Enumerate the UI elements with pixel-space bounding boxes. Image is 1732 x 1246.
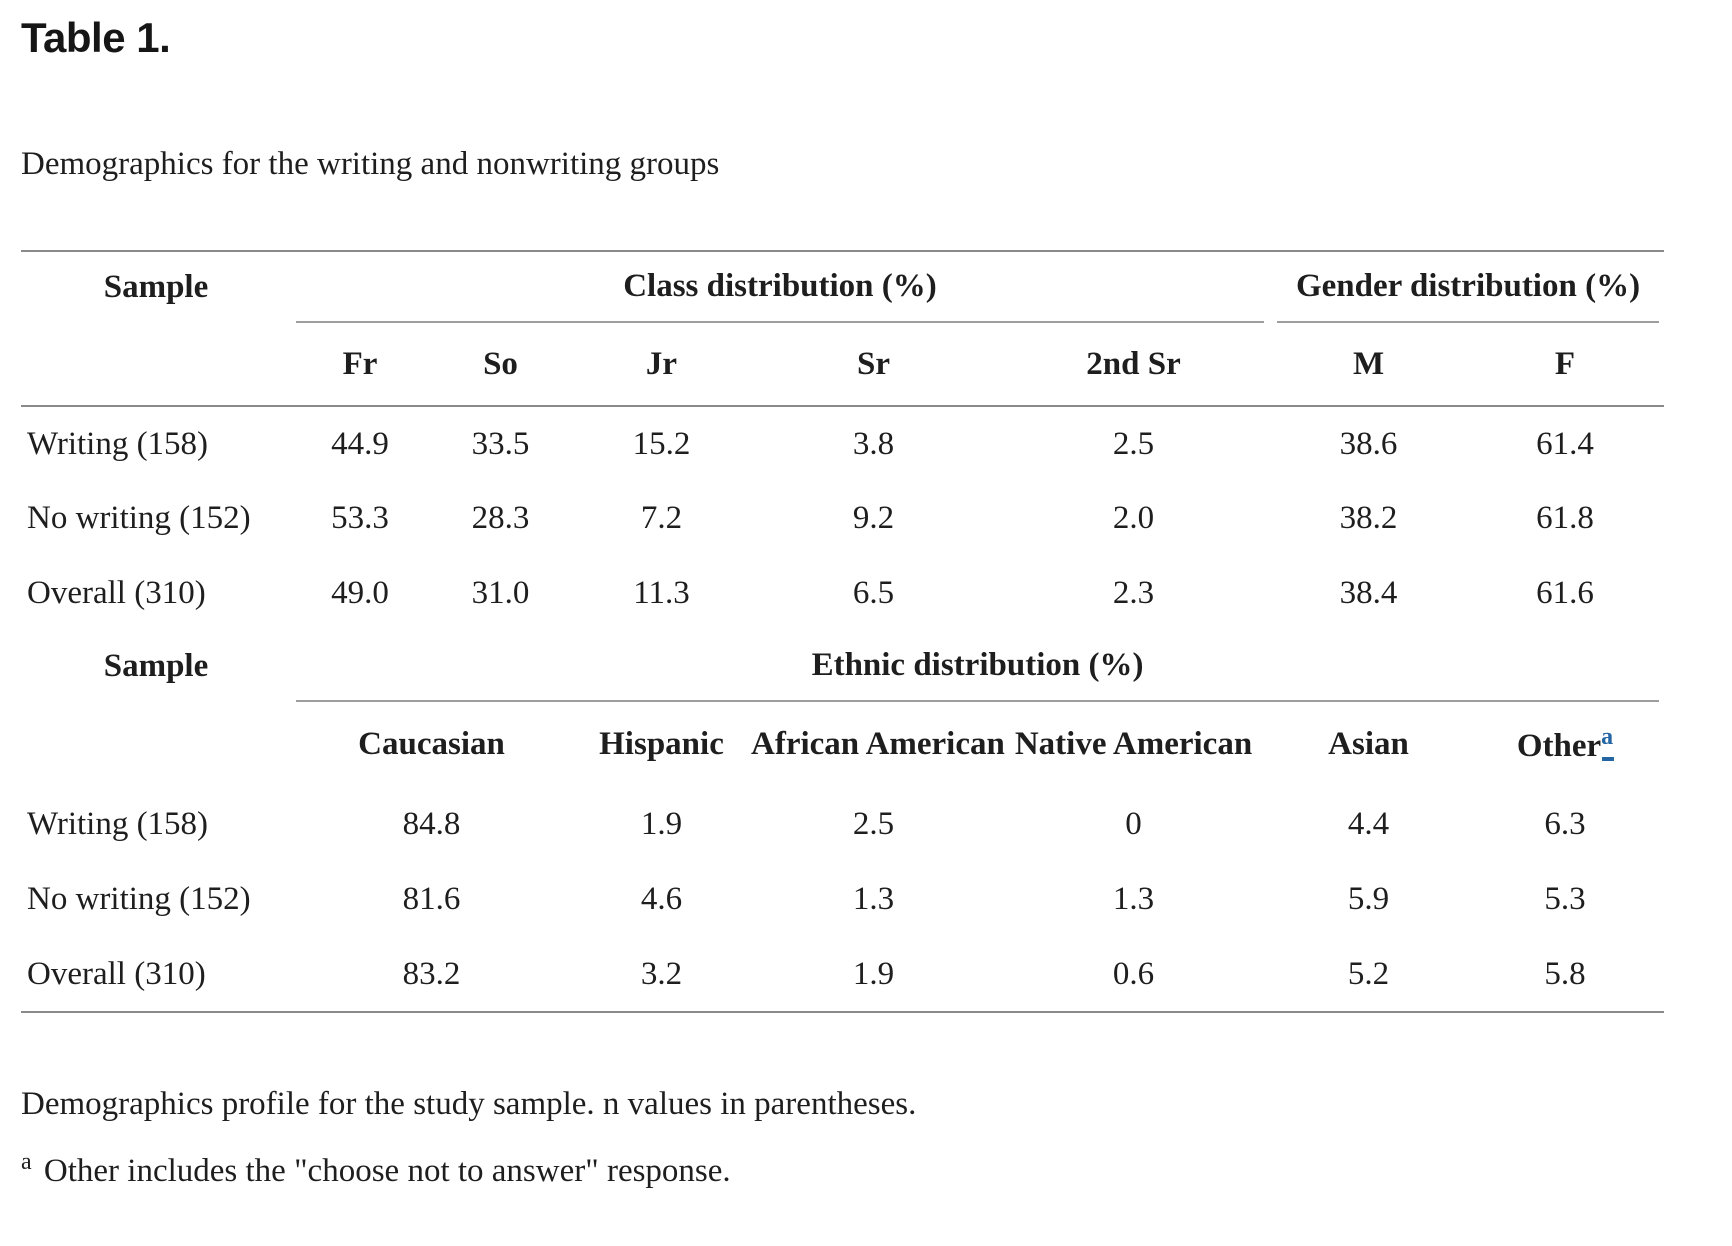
table-cell: 6.3 — [1544, 806, 1586, 842]
table-cell: 2.3 — [1112, 575, 1155, 611]
sample-header: Sample — [103, 269, 209, 305]
row-label: Overall (310) — [27, 955, 206, 992]
table-cell: 0.6 — [1112, 955, 1155, 992]
column-header-native-american: Native American — [1014, 726, 1253, 762]
column-header-hispanic: Hispanic — [599, 726, 724, 762]
column-header-fr: Fr — [291, 323, 429, 407]
column-header-so: So — [429, 323, 572, 407]
footnote-a: a Other includes the "choose not to answ… — [21, 1133, 1732, 1200]
table-cell: 7.2 — [640, 500, 683, 536]
column-header-caucasian: Caucasian — [358, 726, 505, 762]
table-row-overall-ethnic: Overall (310) 83.2 3.2 1.9 0.6 5.2 5.8 — [21, 937, 1664, 1012]
table-cell: 83.2 — [402, 955, 461, 992]
table-cell: 84.8 — [402, 806, 461, 842]
column-header-2nd-sr: 2nd Sr — [996, 323, 1272, 407]
footnote-a-text: Other includes the "choose not to answer… — [35, 1153, 731, 1189]
ethnic-group-header-row: Sample Ethnic distribution (%) — [21, 631, 1664, 702]
table-cell: 4.6 — [640, 881, 683, 917]
table-cell: 31.0 — [471, 575, 530, 611]
row-label: Writing (158) — [27, 806, 209, 842]
table-cell: 15.2 — [632, 425, 691, 462]
table-cell: 3.8 — [852, 425, 895, 462]
table-cell: 5.2 — [1347, 955, 1390, 992]
table-cell: 49.0 — [331, 575, 389, 611]
column-header-m: M — [1271, 323, 1467, 407]
table-title: Table 1. — [21, 14, 171, 61]
table-cell: 6.5 — [852, 575, 895, 611]
table-cell: 1.3 — [852, 881, 895, 917]
ethnic-columns-header-row: Caucasian Hispanic African American Nati… — [21, 702, 1664, 787]
table-cell: 81.6 — [402, 881, 461, 917]
table-row-overall-class: Overall (310) 49.0 31.0 11.3 6.5 2.3 38.… — [21, 556, 1664, 631]
table-cell: 38.6 — [1339, 425, 1398, 462]
column-header-jr: Jr — [572, 323, 751, 407]
row-label: Overall (310) — [27, 575, 206, 611]
table-cell: 5.8 — [1544, 955, 1586, 992]
sample-header: Sample — [103, 648, 209, 684]
demographics-table: Sample Class distribution (%) Gender dis… — [21, 250, 1665, 1013]
table-cell: 44.9 — [331, 425, 389, 462]
table-cell: 53.3 — [331, 500, 389, 536]
other-label: Other — [1516, 728, 1602, 764]
table-cell: 5.9 — [1347, 881, 1390, 917]
table-cell: 5.3 — [1544, 881, 1586, 917]
table-cell: 11.3 — [633, 575, 690, 611]
empty-cell — [21, 323, 291, 407]
table-row-nowriting-ethnic: No writing (152) 81.6 4.6 1.3 1.3 5.9 5.… — [21, 862, 1664, 937]
article-table-figure: Table 1. Demographics for the writing an… — [0, 0, 1732, 1200]
column-header-f: F — [1466, 323, 1665, 407]
column-header-sr: Sr — [751, 323, 996, 407]
class-gender-group-header-row: Sample Class distribution (%) Gender dis… — [21, 251, 1664, 323]
table-cell: 9.2 — [852, 500, 895, 536]
column-header-asian: Asian — [1328, 726, 1409, 762]
class-distribution-group-header: Class distribution (%) — [291, 251, 1271, 323]
class-columns-header-row: Fr So Jr Sr 2nd Sr M F — [21, 323, 1665, 407]
table-footnotes: Demographics profile for the study sampl… — [21, 1075, 1732, 1200]
table-cell: 3.2 — [640, 955, 683, 992]
table-cell: 38.4 — [1339, 575, 1398, 611]
table-caption: Demographics for the writing and nonwrit… — [21, 146, 720, 182]
ethnic-distribution-group-header: Ethnic distribution (%) — [291, 631, 1664, 702]
table-cell: 2.5 — [1112, 425, 1155, 462]
column-header-african-american: African American — [751, 726, 1005, 762]
row-label: No writing (152) — [27, 500, 251, 536]
table-cell: 1.9 — [640, 806, 683, 842]
table-row-writing-class: Writing (158) 44.9 33.5 15.2 3.8 2.5 38.… — [21, 406, 1664, 481]
table-cell: 1.3 — [1112, 881, 1155, 917]
table-note: Demographics profile for the study sampl… — [21, 1086, 917, 1122]
table-cell: 61.4 — [1536, 425, 1594, 462]
row-label: No writing (152) — [27, 881, 251, 917]
table-row-nowriting-class: No writing (152) 53.3 28.3 7.2 9.2 2.0 3… — [21, 481, 1664, 556]
table-cell: 0 — [1125, 806, 1142, 842]
row-label: Writing (158) — [27, 425, 209, 462]
table-cell: 4.4 — [1347, 806, 1390, 842]
table-row-writing-ethnic: Writing (158) 84.8 1.9 2.5 0 4.4 6.3 — [21, 787, 1664, 862]
table-cell: 61.8 — [1536, 500, 1594, 536]
table-cell: 33.5 — [471, 425, 530, 462]
column-header-other: Othera — [1466, 702, 1664, 787]
empty-cell — [21, 702, 291, 787]
table-cell: 2.5 — [852, 806, 895, 842]
footnote-a-link[interactable]: a — [1601, 724, 1614, 750]
table-cell: 38.2 — [1339, 500, 1398, 536]
table-cell: 2.0 — [1112, 500, 1155, 536]
table-cell: 61.6 — [1536, 575, 1594, 611]
table-cell: 1.9 — [852, 955, 895, 992]
table-cell: 28.3 — [471, 500, 530, 536]
footnote-a-marker: a — [21, 1149, 32, 1175]
gender-distribution-group-header: Gender distribution (%) — [1271, 251, 1664, 323]
